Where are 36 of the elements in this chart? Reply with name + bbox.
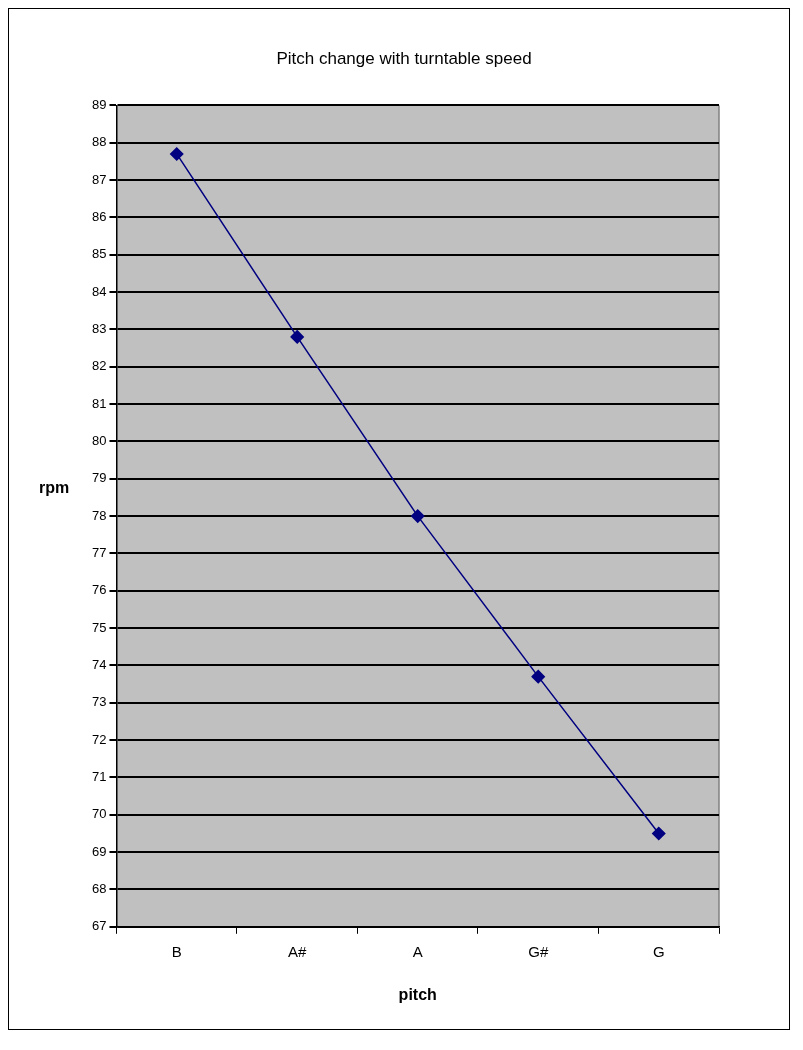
x-tick-label: G# [528, 942, 549, 960]
point [290, 330, 304, 344]
y-tick-label: 75 [91, 619, 107, 635]
y-tick-label: 87 [91, 171, 107, 187]
y-tick-label: 67 [91, 918, 107, 934]
y-tick-label: 84 [91, 283, 107, 299]
y-tick-label: 78 [91, 507, 107, 523]
y-tick-label: 69 [91, 843, 107, 859]
x-tick-label: A [412, 942, 423, 960]
y-tick-label: 82 [91, 358, 107, 374]
x-tick-label: B [171, 942, 182, 960]
y-tick-label: 83 [91, 321, 107, 336]
point [169, 147, 184, 161]
y-tick-label: 79 [91, 470, 107, 486]
y-tick-label: 80 [91, 433, 107, 449]
y-tick-label: 88 [91, 134, 107, 150]
x-axis-title: pitch [398, 985, 437, 1003]
y-tick-label: 68 [91, 881, 107, 897]
x-tick-label: G [652, 942, 665, 960]
y-tick-label: 70 [91, 806, 107, 822]
x-tick-label: A# [288, 942, 308, 960]
y-tick-label: 73 [91, 694, 107, 710]
y-tick-label: 85 [91, 246, 107, 262]
y-tick-label: 81 [91, 395, 107, 411]
y-tick-label: 74 [91, 657, 107, 673]
chart-title: Pitch change with turntable speed [276, 48, 532, 68]
y-tick-label: 72 [91, 731, 107, 747]
y-axis-title: rpm [39, 479, 70, 497]
y-tick-label: 86 [91, 208, 107, 224]
point [531, 669, 545, 684]
y-tick-label: 76 [91, 582, 107, 598]
y-tick-label: 89 [91, 96, 107, 112]
point [652, 826, 666, 841]
y-tick-label: 71 [91, 769, 107, 785]
point [410, 509, 425, 523]
y-tick-label: 77 [91, 545, 107, 561]
